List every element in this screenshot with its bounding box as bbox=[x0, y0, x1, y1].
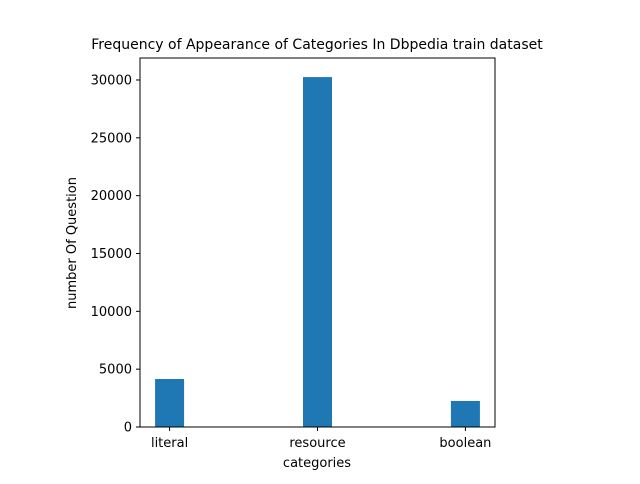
bar-resource bbox=[303, 77, 332, 427]
bar-boolean bbox=[450, 400, 480, 427]
y-tick-label: 0 bbox=[124, 421, 132, 436]
y-tick-label: 30000 bbox=[91, 73, 132, 88]
y-tick-label: 10000 bbox=[91, 305, 132, 320]
x-tick-label: literal bbox=[151, 436, 188, 451]
x-axis: literal resource boolean bbox=[151, 427, 491, 451]
x-tick-label: resource bbox=[289, 436, 345, 451]
y-axis: 0 5000 10000 15000 20000 25000 30000 bbox=[91, 73, 140, 436]
y-axis-label: number Of Question bbox=[65, 177, 80, 309]
bar-literal bbox=[155, 379, 185, 427]
y-tick-label: 15000 bbox=[91, 247, 132, 262]
bars-layer bbox=[155, 77, 480, 427]
x-axis-label: categories bbox=[283, 456, 351, 471]
y-tick-label: 25000 bbox=[91, 131, 132, 146]
y-tick-label: 5000 bbox=[99, 363, 132, 378]
x-tick-label: boolean bbox=[439, 436, 491, 451]
chart-title: Frequency of Appearance of Categories In… bbox=[91, 37, 543, 53]
y-tick-label: 20000 bbox=[91, 189, 132, 204]
